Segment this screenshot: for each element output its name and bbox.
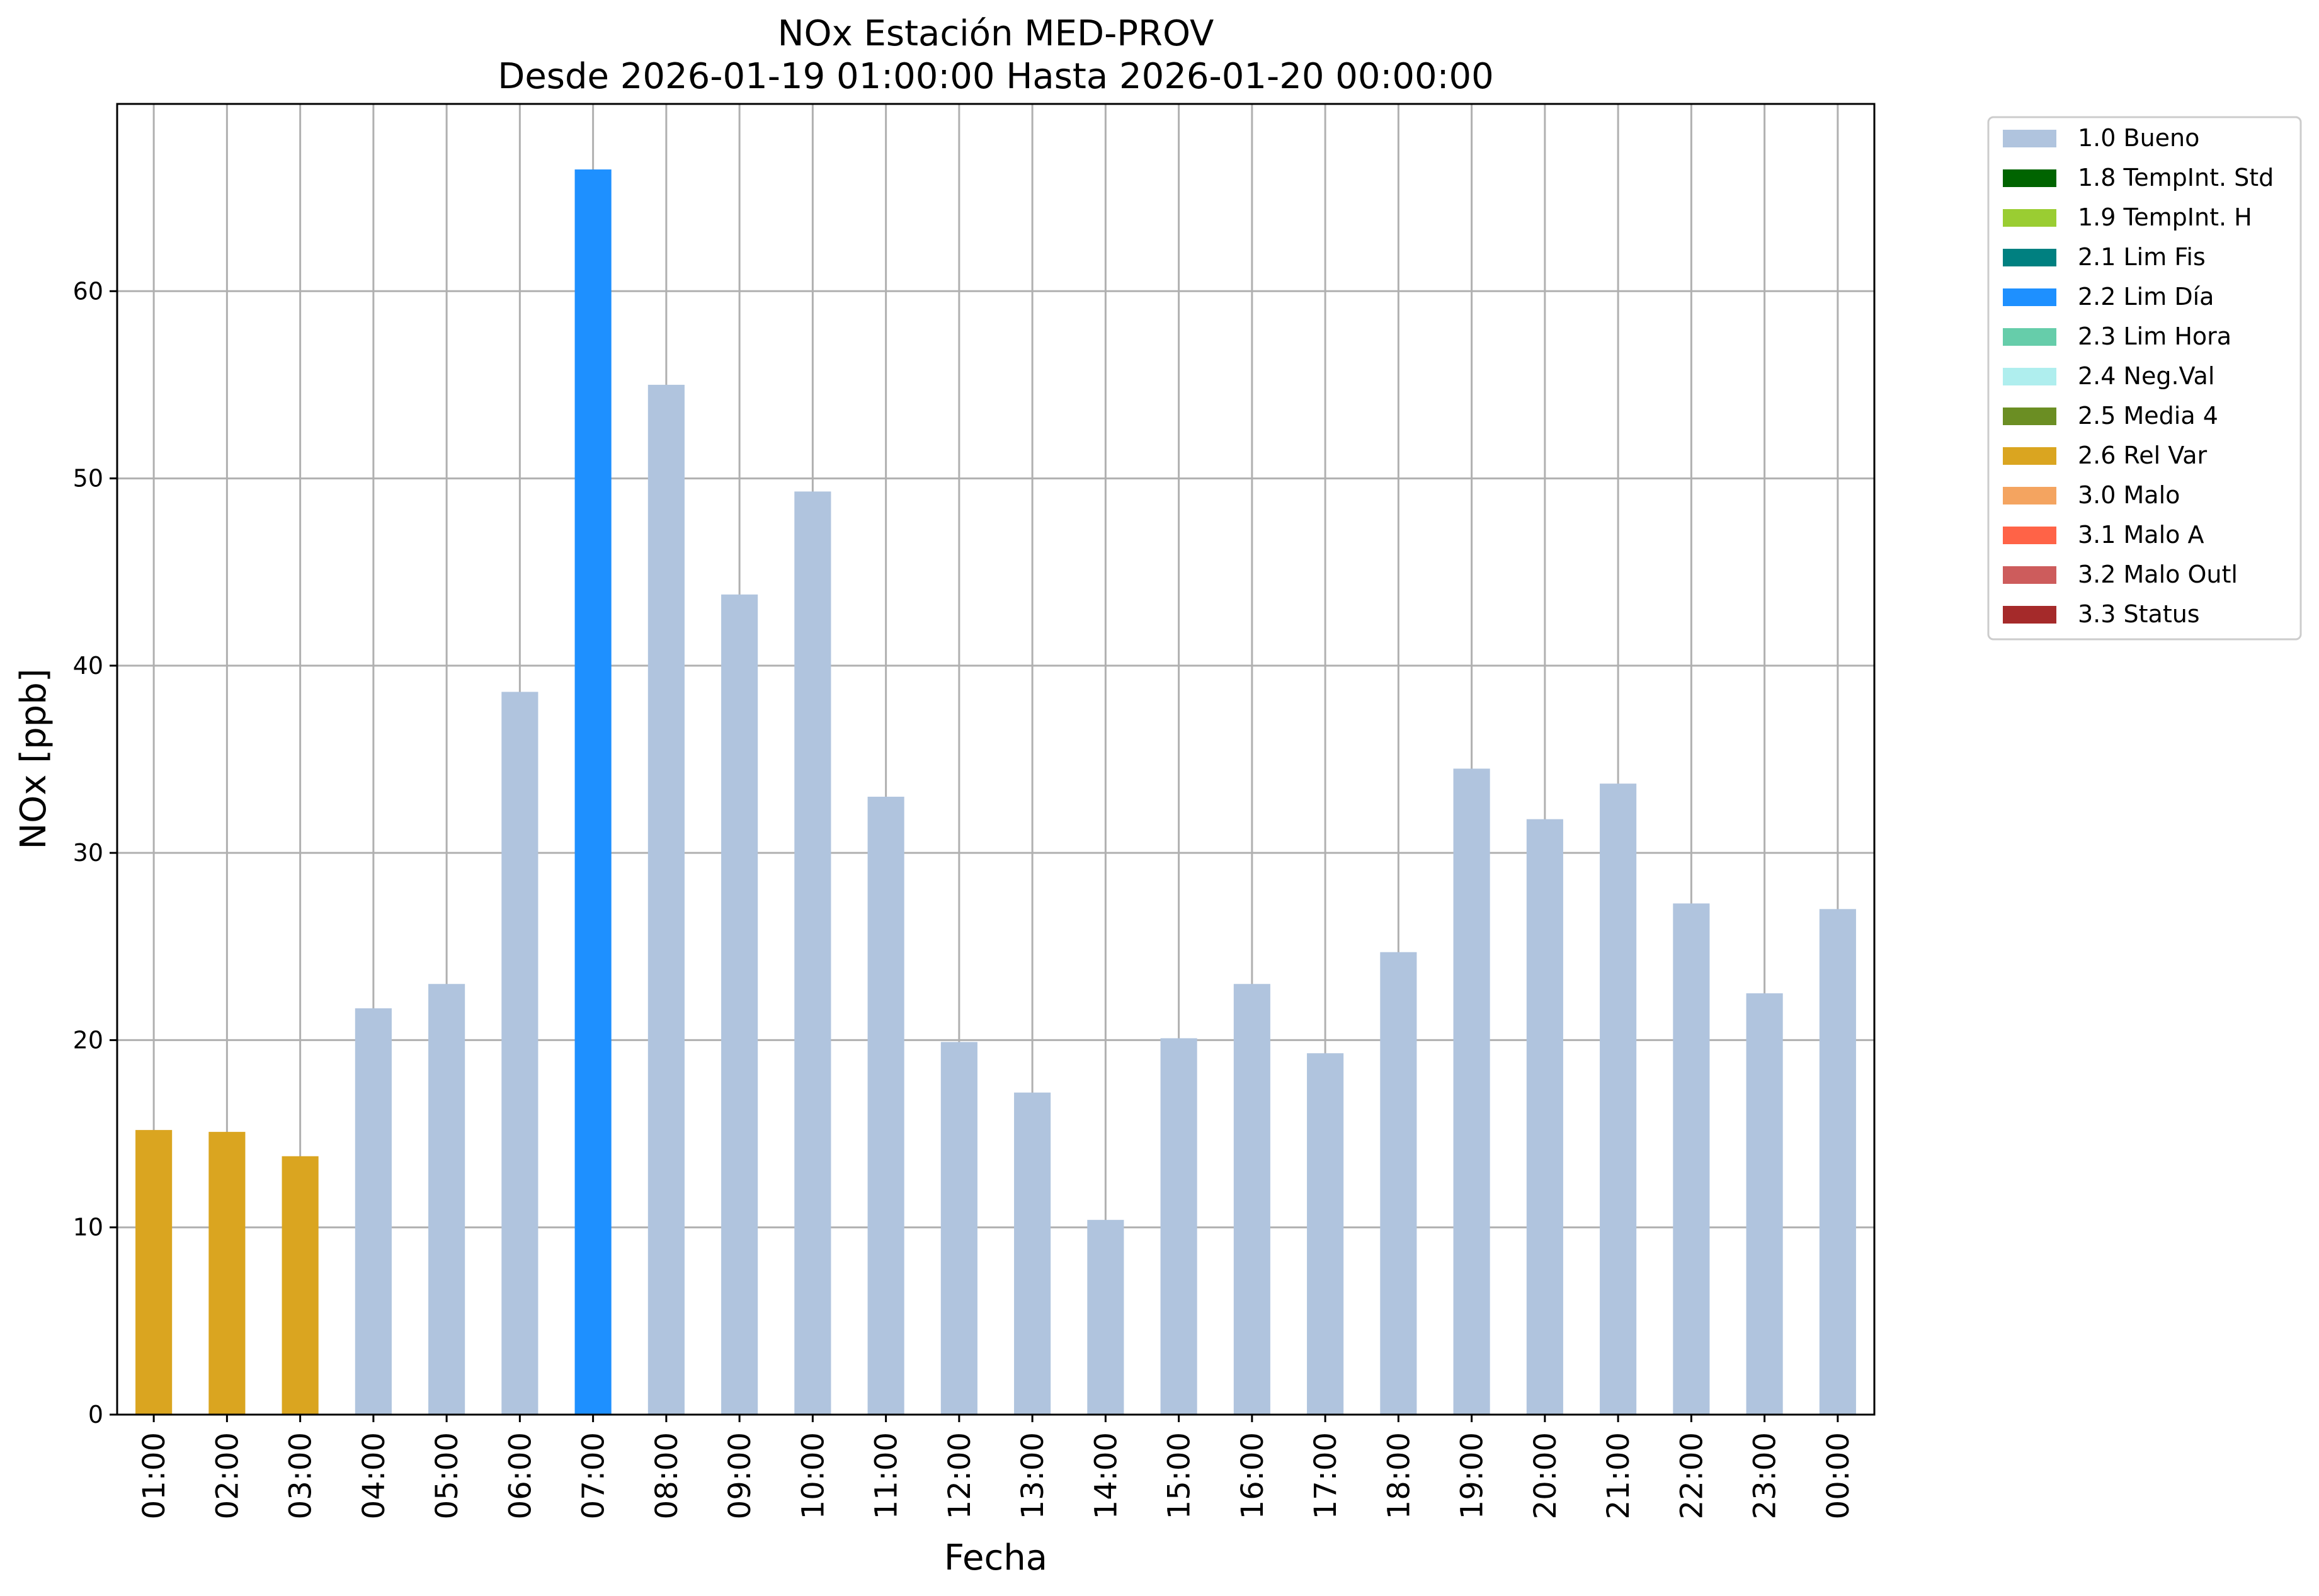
legend-label: 3.2 Malo Outl	[2078, 561, 2238, 588]
bar	[1380, 952, 1417, 1415]
x-tick-label: 05:00	[430, 1432, 465, 1519]
bar	[867, 796, 904, 1415]
legend-swatch	[2003, 249, 2056, 266]
x-tick-label: 08:00	[649, 1432, 685, 1519]
plot-frame	[116, 103, 1876, 1416]
x-tick-label: 19:00	[1455, 1432, 1490, 1519]
x-tick-label: 17:00	[1308, 1432, 1343, 1519]
x-tick-label: 04:00	[356, 1432, 392, 1519]
y-tick-label: 0	[88, 1401, 103, 1428]
legend-swatch	[2003, 606, 2056, 624]
bars-group	[135, 169, 1856, 1415]
legend-label: 2.6 Rel Var	[2078, 442, 2208, 469]
bar	[1526, 819, 1563, 1415]
legend-swatch	[2003, 288, 2056, 306]
legend-swatch	[2003, 368, 2056, 385]
bar	[574, 169, 612, 1415]
bar	[794, 491, 831, 1415]
y-tick-label: 60	[73, 277, 103, 305]
y-tick-label: 30	[73, 839, 103, 867]
bar	[721, 594, 758, 1415]
legend-swatch	[2003, 328, 2056, 346]
bar	[1307, 1053, 1344, 1415]
x-tick-label: 09:00	[722, 1432, 758, 1519]
x-tick-label: 01:00	[137, 1432, 172, 1519]
x-tick-label: 21:00	[1601, 1432, 1636, 1519]
bar	[1673, 903, 1710, 1415]
bar	[1819, 909, 1856, 1415]
legend-swatch	[2003, 169, 2056, 187]
bar	[135, 1130, 173, 1415]
y-tick-label: 10	[73, 1214, 103, 1241]
x-tick-label: 22:00	[1674, 1432, 1709, 1519]
x-tick-label: 10:00	[795, 1432, 831, 1519]
bar	[1014, 1092, 1051, 1415]
x-tick-label: 23:00	[1748, 1432, 1783, 1519]
legend-swatch	[2003, 447, 2056, 465]
legend-label: 1.9 TempInt. H	[2078, 203, 2252, 231]
y-tick-label: 40	[73, 652, 103, 680]
legend-label: 3.3 Status	[2078, 600, 2200, 628]
bar	[282, 1156, 319, 1415]
legend-label: 2.3 Lim Hora	[2078, 322, 2231, 350]
bar	[501, 692, 538, 1415]
x-tick-label: 00:00	[1821, 1432, 1856, 1519]
bar	[1453, 768, 1490, 1415]
legend-label: 2.1 Lim Fis	[2078, 243, 2206, 271]
x-tick-label: 14:00	[1088, 1432, 1124, 1519]
x-tick-label: 16:00	[1235, 1432, 1270, 1519]
bar	[1160, 1038, 1197, 1415]
bar	[647, 384, 685, 1415]
legend-label: 2.5 Media 4	[2078, 402, 2218, 430]
legend-label: 2.2 Lim Día	[2078, 283, 2214, 311]
x-tick-label: 11:00	[869, 1432, 904, 1519]
y-tick-label: 20	[73, 1026, 103, 1054]
x-tick-label: 06:00	[503, 1432, 538, 1519]
x-tick-label: 20:00	[1528, 1432, 1563, 1519]
legend-swatch	[2003, 209, 2056, 227]
legend: 1.0 Bueno 1.8 TempInt. Std 1.9 TempInt. H 2…	[1987, 116, 2302, 641]
legend-swatch	[2003, 566, 2056, 584]
y-axis-label: NOx [ppb]	[13, 668, 54, 849]
x-tick-label: 15:00	[1162, 1432, 1197, 1519]
x-tick-label: 03:00	[283, 1432, 319, 1519]
legend-label: 3.0 Malo	[2078, 481, 2180, 509]
bar	[1600, 784, 1637, 1415]
chart-title: NOx Estación MED-PROV	[778, 13, 1214, 54]
legend-swatch	[2003, 408, 2056, 425]
bar	[940, 1042, 977, 1415]
legend-label: 1.8 TempInt. Std	[2078, 164, 2274, 191]
legend-label: 2.4 Neg.Val	[2078, 362, 2214, 390]
y-axis-ticks: 0 10 20 30 40 50 60	[73, 277, 117, 1428]
y-tick-label: 50	[73, 465, 103, 493]
x-tick-label: 13:00	[1015, 1432, 1051, 1519]
legend-swatch	[2003, 487, 2056, 504]
legend-swatch	[2003, 527, 2056, 544]
x-axis-ticks: 01:00 02:00 03:00 04:00 05:00 06:00 07:00 08:00…	[137, 1415, 1856, 1519]
bar	[1746, 993, 1783, 1415]
x-tick-label: 18:00	[1381, 1432, 1416, 1519]
legend-swatch	[2003, 130, 2056, 147]
legend-label: 1.0 Bueno	[2078, 124, 2199, 152]
bar	[1233, 984, 1270, 1415]
bar	[1087, 1219, 1124, 1415]
bar	[355, 1008, 392, 1415]
legend-items: 1.0 Bueno 1.8 TempInt. Std 1.9 TempInt. H 2…	[2003, 124, 2274, 628]
x-axis-label: Fecha	[944, 1537, 1047, 1578]
legend-frame	[1987, 116, 2302, 641]
legend-label: 3.1 Malo A	[2078, 521, 2204, 549]
x-tick-label: 12:00	[942, 1432, 977, 1519]
chart-subtitle: Desde 2026-01-19 01:00:00 Hasta 2026-01-…	[498, 56, 1494, 97]
bar	[428, 984, 465, 1415]
x-tick-label: 07:00	[576, 1432, 612, 1519]
x-tick-label: 02:00	[210, 1432, 245, 1519]
bar	[208, 1132, 246, 1415]
